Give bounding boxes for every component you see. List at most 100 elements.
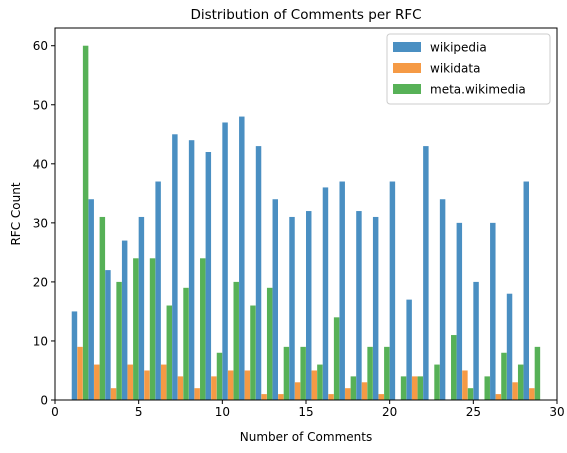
bar-wikipedia-12 — [256, 146, 261, 400]
bar-wikidata-3 — [111, 388, 116, 400]
bar-wikidata-8 — [194, 388, 199, 400]
y-tick-label-10: 10 — [33, 334, 48, 348]
bar-meta-wikimedia-19 — [384, 347, 389, 400]
bar-wikipedia-27 — [507, 294, 512, 400]
bar-meta-wikimedia-15 — [317, 365, 322, 400]
bar-wikipedia-10 — [222, 122, 227, 400]
y-tick-label-20: 20 — [33, 275, 48, 289]
y-tick-label-0: 0 — [40, 394, 48, 408]
bar-wikipedia-16 — [323, 187, 328, 400]
bar-meta-wikimedia-8 — [200, 258, 205, 400]
bar-wikipedia-1 — [72, 311, 77, 400]
bar-wikipedia-28 — [524, 182, 529, 400]
bar-wikidata-4 — [128, 365, 133, 400]
bar-meta-wikimedia-4 — [133, 258, 138, 400]
x-tick-label-10: 10 — [215, 405, 230, 419]
bar-meta-wikimedia-18 — [367, 347, 372, 400]
bar-meta-wikimedia-28 — [535, 347, 540, 400]
bar-wikidata-24 — [462, 370, 467, 400]
legend: wikipedia wikidata meta.wikimedia — [387, 34, 550, 104]
bar-wikipedia-19 — [373, 217, 378, 400]
bar-wikipedia-3 — [105, 270, 110, 400]
bar-wikipedia-14 — [289, 217, 294, 400]
legend-swatch-wikidata — [393, 63, 421, 73]
bar-meta-wikimedia-2 — [100, 217, 105, 400]
bar-wikipedia-26 — [490, 223, 495, 400]
bar-wikidata-14 — [295, 382, 300, 400]
bar-wikidata-9 — [211, 376, 216, 400]
bar-wikidata-5 — [144, 370, 149, 400]
bar-wikipedia-13 — [273, 199, 278, 400]
bar-wikipedia-7 — [172, 134, 177, 400]
bar-meta-wikimedia-23 — [451, 335, 456, 400]
bar-wikipedia-21 — [406, 300, 411, 400]
y-tick-label-40: 40 — [33, 157, 48, 171]
bar-meta-wikimedia-16 — [334, 317, 339, 400]
bar-meta-wikimedia-14 — [300, 347, 305, 400]
bar-wikipedia-5 — [139, 217, 144, 400]
bar-wikipedia-11 — [239, 117, 244, 400]
legend-swatch-wikipedia — [393, 42, 421, 52]
bar-wikidata-26 — [496, 394, 501, 400]
bar-meta-wikimedia-12 — [267, 288, 272, 400]
bar-wikipedia-17 — [339, 182, 344, 400]
bar-wikidata-11 — [245, 370, 250, 400]
x-tick-label-30: 30 — [549, 405, 564, 419]
bar-meta-wikimedia-7 — [183, 288, 188, 400]
bar-wikidata-13 — [278, 394, 283, 400]
bar-wikipedia-9 — [206, 152, 211, 400]
x-tick-label-0: 0 — [51, 405, 59, 419]
y-tick-label-30: 30 — [33, 216, 48, 230]
bar-meta-wikimedia-3 — [116, 282, 121, 400]
x-axis-label: Number of Comments — [240, 430, 372, 444]
x-tick-label-25: 25 — [466, 405, 481, 419]
x-tick-label-20: 20 — [382, 405, 397, 419]
bar-wikidata-12 — [261, 394, 266, 400]
y-axis-label: RFC Count — [9, 182, 23, 245]
bar-wikidata-1 — [77, 347, 82, 400]
x-tick-label-15: 15 — [298, 405, 313, 419]
bar-meta-wikimedia-25 — [484, 376, 489, 400]
bar-wikipedia-25 — [473, 282, 478, 400]
bar-meta-wikimedia-20 — [401, 376, 406, 400]
y-axis-ticks: 0 10 20 30 40 50 60 — [33, 39, 55, 407]
bar-wikidata-18 — [362, 382, 367, 400]
chart-title: Distribution of Comments per RFC — [190, 7, 421, 23]
legend-swatch-meta-wikimedia — [393, 84, 421, 94]
bar-wikipedia-18 — [356, 211, 361, 400]
bar-meta-wikimedia-26 — [501, 353, 506, 400]
bar-wikidata-10 — [228, 370, 233, 400]
legend-label-meta-wikimedia: meta.wikimedia — [430, 83, 526, 97]
bar-meta-wikimedia-9 — [217, 353, 222, 400]
bar-meta-wikimedia-22 — [434, 365, 439, 400]
bar-wikipedia-20 — [390, 182, 395, 400]
bar-meta-wikimedia-13 — [284, 347, 289, 400]
bar-wikipedia-6 — [155, 182, 160, 400]
bar-meta-wikimedia-10 — [233, 282, 238, 400]
bar-wikidata-17 — [345, 388, 350, 400]
legend-label-wikidata: wikidata — [430, 62, 480, 76]
bar-meta-wikimedia-6 — [167, 306, 172, 400]
x-axis-ticks: 0 5 10 15 20 25 30 — [51, 400, 564, 419]
y-tick-label-50: 50 — [33, 98, 48, 112]
bar-meta-wikimedia-21 — [418, 376, 423, 400]
y-tick-label-60: 60 — [33, 39, 48, 53]
bar-wikidata-7 — [178, 376, 183, 400]
bar-wikipedia-23 — [440, 199, 445, 400]
bar-wikidata-2 — [94, 365, 99, 400]
bar-meta-wikimedia-17 — [351, 376, 356, 400]
bar-wikipedia-2 — [88, 199, 93, 400]
bar-meta-wikimedia-24 — [468, 388, 473, 400]
bar-wikidata-6 — [161, 365, 166, 400]
bar-meta-wikimedia-11 — [250, 306, 255, 400]
bar-wikidata-15 — [312, 370, 317, 400]
bar-wikidata-16 — [328, 394, 333, 400]
bar-wikipedia-8 — [189, 140, 194, 400]
bar-wikidata-28 — [529, 388, 534, 400]
x-tick-label-5: 5 — [135, 405, 143, 419]
legend-label-wikipedia: wikipedia — [430, 41, 487, 55]
bar-wikidata-27 — [512, 382, 517, 400]
bar-wikidata-21 — [412, 376, 417, 400]
bar-wikipedia-24 — [457, 223, 462, 400]
